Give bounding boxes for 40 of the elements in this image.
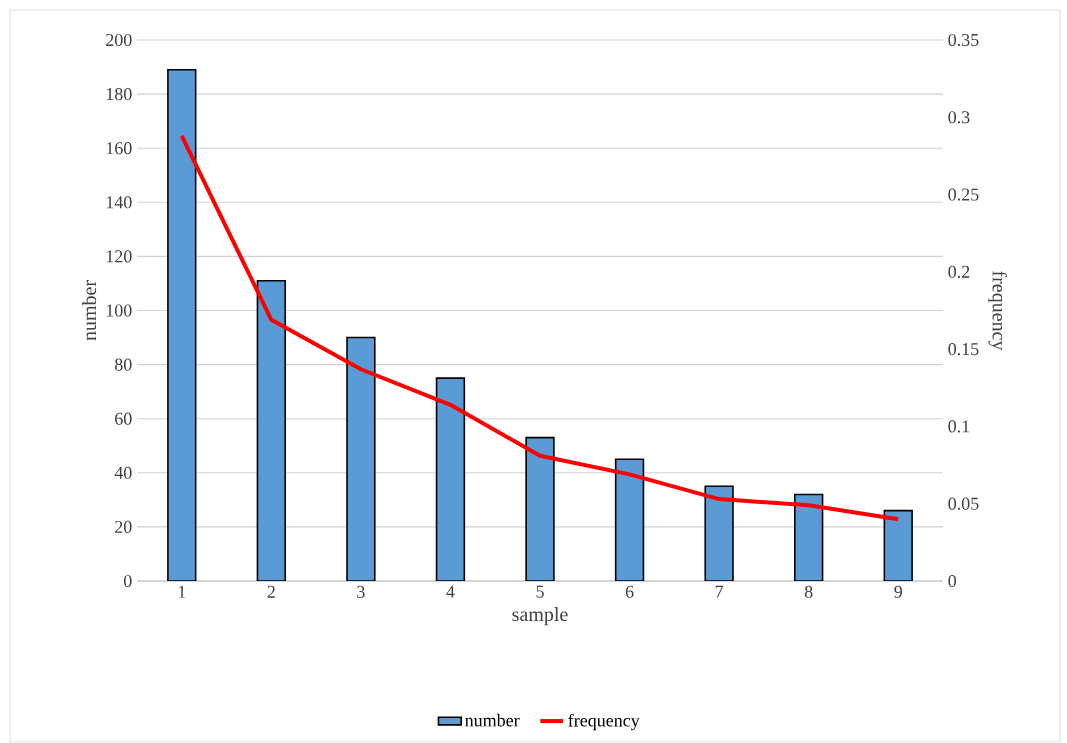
bar <box>346 336 376 582</box>
y2-tick-label: 0.2 <box>948 265 970 279</box>
x-tick-label: 3 <box>357 585 365 599</box>
x-tick-label: 1 <box>178 585 186 598</box>
y2-tick-label: 0.3 <box>948 111 970 124</box>
bar <box>525 437 555 582</box>
x-tick-label: 6 <box>625 585 634 599</box>
y2-axis-title: frequency <box>988 271 1007 351</box>
y2-tick-label: 0.05 <box>948 497 979 511</box>
y-tick-label: 100 <box>106 304 132 317</box>
bar <box>167 69 197 582</box>
x-tick-label: 8 <box>804 585 813 599</box>
y-tick-label: 140 <box>106 196 132 209</box>
x-tick-label: 7 <box>715 585 724 598</box>
y-tick-label: 40 <box>114 466 132 480</box>
x-tick-label: 2 <box>267 585 275 598</box>
x-axis-title: sample <box>512 607 568 626</box>
x-tick-label: 5 <box>536 585 544 598</box>
y-tick-label: 200 <box>106 34 132 47</box>
y-tick-label: 120 <box>106 250 132 263</box>
y-tick-label: 60 <box>115 412 132 425</box>
y-tick-label: 0 <box>123 575 132 588</box>
bar <box>614 458 645 582</box>
y-tick-label: 80 <box>114 358 132 371</box>
bar <box>256 280 287 582</box>
legend-label: frequency <box>568 713 640 731</box>
y-tick-label: 180 <box>106 88 132 101</box>
x-tick-label: 9 <box>894 585 902 599</box>
y-tick-label: 20 <box>115 521 132 534</box>
y2-tick-label: 0.15 <box>948 343 979 356</box>
y2-tick-label: 0.35 <box>948 34 979 47</box>
line-series <box>179 134 901 522</box>
x-tick-label: 4 <box>446 585 455 598</box>
bar <box>435 377 466 582</box>
y2-tick-label: 0.25 <box>948 188 979 201</box>
y-tick-label: 160 <box>106 142 132 155</box>
y2-tick-label: 0 <box>948 575 957 588</box>
legend-label: number <box>465 714 520 727</box>
y-axis-title: number <box>82 280 97 341</box>
y2-tick-label: 0.1 <box>948 420 970 433</box>
